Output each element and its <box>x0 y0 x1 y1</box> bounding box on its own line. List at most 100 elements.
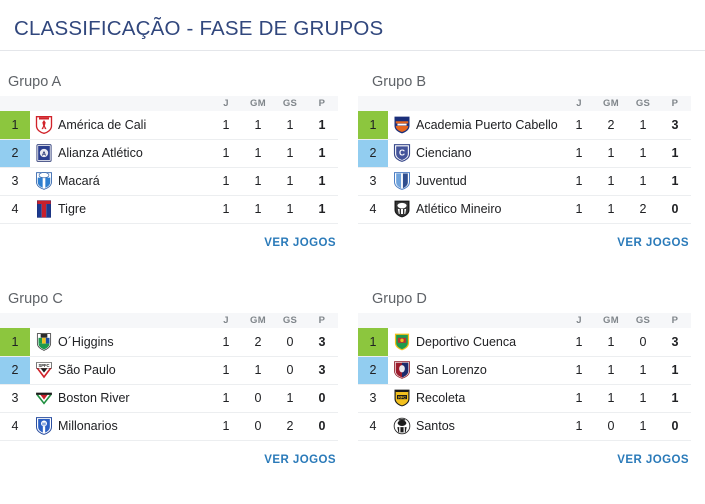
cienciano-crest: C <box>392 143 412 163</box>
ver-jogos-link[interactable]: VER JOGOS <box>264 236 336 249</box>
table-row[interactable]: 1 Academia Puerto Cabello 1 2 1 3 <box>358 111 691 140</box>
team-name-cell[interactable]: Millonarios <box>58 412 210 441</box>
standings-table: J GM GS P 1 Academia Puerto Cabello 1 2 1 3 2 C Cien… <box>358 96 691 224</box>
ver-jogos-link[interactable]: VER JOGOS <box>264 453 336 466</box>
atletico-mineiro-crest <box>392 199 412 219</box>
stat-p-cell: 3 <box>659 328 691 357</box>
table-row[interactable]: 4 Tigre 1 1 1 1 <box>0 195 338 224</box>
alianza-atletico-crest: A <box>34 143 54 163</box>
position-cell: 1 <box>358 111 388 140</box>
stat-gs-cell: 1 <box>274 195 306 224</box>
team-name-cell[interactable]: América de Cali <box>58 111 210 140</box>
stat-gm-cell: 1 <box>595 139 627 168</box>
stat-j-cell: 1 <box>210 356 242 385</box>
column-header-gm: GM <box>595 313 627 328</box>
table-row[interactable]: 4 Santos 1 0 1 0 <box>358 412 691 441</box>
stat-gm-cell: 1 <box>595 195 627 224</box>
stat-p-cell: 1 <box>306 195 338 224</box>
table-row[interactable]: 4 Atlético Mineiro 1 1 2 0 <box>358 195 691 224</box>
team-crest-cell <box>30 328 58 357</box>
table-row[interactable]: 1 América de Cali 1 1 1 1 <box>0 111 338 140</box>
team-name-cell[interactable]: Macará <box>58 167 210 196</box>
column-header-position <box>0 313 30 328</box>
team-name-cell[interactable]: Boston River <box>58 384 210 413</box>
stat-gm-cell: 1 <box>595 356 627 385</box>
team-name-cell[interactable]: Atlético Mineiro <box>416 195 563 224</box>
team-name-cell[interactable]: Juventud <box>416 167 563 196</box>
table-row[interactable]: 2 A Alianza Atlético 1 1 1 1 <box>0 139 338 168</box>
svg-text:A: A <box>42 152 47 158</box>
table-row[interactable]: 3 Boston River 1 0 1 0 <box>0 384 338 413</box>
team-crest-cell <box>388 356 416 385</box>
team-name-cell[interactable]: Tigre <box>58 195 210 224</box>
stat-gs-cell: 1 <box>627 111 659 140</box>
team-name-cell[interactable]: Santos <box>416 412 563 441</box>
table-row[interactable]: 2 C Cienciano 1 1 1 1 <box>358 139 691 168</box>
stat-p-cell: 1 <box>306 167 338 196</box>
position-cell: 4 <box>0 412 30 441</box>
recoleta-crest: RFC <box>392 388 412 408</box>
team-crest-cell: C <box>388 139 416 168</box>
stat-gs-cell: 1 <box>274 111 306 140</box>
column-header-p: P <box>306 313 338 328</box>
table-row[interactable]: 1 Deportivo Cuenca 1 1 0 3 <box>358 328 691 357</box>
academia-puerto-cabello-crest <box>392 115 412 135</box>
page-title: CLASSIFICAÇÃO - FASE DE GRUPOS <box>14 17 384 40</box>
stat-p-cell: 0 <box>659 195 691 224</box>
table-header-row: J GM GS P <box>0 96 338 111</box>
team-name-cell[interactable]: Recoleta <box>416 384 563 413</box>
team-name-cell[interactable]: San Lorenzo <box>416 356 563 385</box>
team-name-cell[interactable]: São Paulo <box>58 356 210 385</box>
page-header: CLASSIFICAÇÃO - FASE DE GRUPOS <box>0 0 705 51</box>
stat-gm-cell: 2 <box>242 328 274 357</box>
table-row[interactable]: 1 O´Higgins 1 2 0 3 <box>0 328 338 357</box>
team-name-cell[interactable]: O´Higgins <box>58 328 210 357</box>
column-header-p: P <box>659 96 691 111</box>
group-title: Grupo D <box>372 291 427 307</box>
stat-j-cell: 1 <box>563 167 595 196</box>
stat-j-cell: 1 <box>210 195 242 224</box>
table-row[interactable]: 3 Macará 1 1 1 1 <box>0 167 338 196</box>
team-crest-cell: RFC <box>388 384 416 413</box>
column-header-team <box>58 96 210 111</box>
group-card: Grupo B J GM GS P 1 Academia Puerto Cabello 1 2 1… <box>352 51 705 268</box>
stat-gm-cell: 1 <box>242 167 274 196</box>
ver-jogos-link[interactable]: VER JOGOS <box>617 453 689 466</box>
stat-gm-cell: 1 <box>242 139 274 168</box>
team-crest-cell <box>388 328 416 357</box>
team-crest-cell <box>388 412 416 441</box>
team-name-cell[interactable]: Academia Puerto Cabello <box>416 111 563 140</box>
svg-text:RFC: RFC <box>398 396 406 400</box>
groups-grid: Grupo A J GM GS P 1 América de Cali 1 1 1 1 2 A Alian… <box>0 51 705 485</box>
stat-p-cell: 3 <box>659 111 691 140</box>
position-cell: 2 <box>0 356 30 385</box>
table-row[interactable]: 2 SPFC São Paulo 1 1 0 3 <box>0 356 338 385</box>
team-crest-cell <box>388 195 416 224</box>
position-cell: 3 <box>358 384 388 413</box>
team-name-cell[interactable]: Deportivo Cuenca <box>416 328 563 357</box>
stat-p-cell: 3 <box>306 356 338 385</box>
stat-gs-cell: 0 <box>627 328 659 357</box>
position-cell: 4 <box>0 195 30 224</box>
team-crest-cell <box>388 167 416 196</box>
team-crest-cell <box>30 195 58 224</box>
table-row[interactable]: 4 M Millonarios 1 0 2 0 <box>0 412 338 441</box>
team-name-cell[interactable]: Alianza Atlético <box>58 139 210 168</box>
column-header-crest <box>30 313 58 328</box>
table-row[interactable]: 3 Juventud 1 1 1 1 <box>358 167 691 196</box>
stat-gm-cell: 1 <box>595 167 627 196</box>
column-header-gm: GM <box>242 313 274 328</box>
stat-gm-cell: 1 <box>242 195 274 224</box>
table-row[interactable]: 2 San Lorenzo 1 1 1 1 <box>358 356 691 385</box>
stat-j-cell: 1 <box>210 412 242 441</box>
ver-jogos-link[interactable]: VER JOGOS <box>617 236 689 249</box>
stat-p-cell: 1 <box>659 356 691 385</box>
column-header-p: P <box>306 96 338 111</box>
stat-p-cell: 0 <box>306 384 338 413</box>
team-name-cell[interactable]: Cienciano <box>416 139 563 168</box>
group-title: Grupo A <box>8 74 62 90</box>
stat-gs-cell: 1 <box>627 167 659 196</box>
column-header-team <box>416 96 563 111</box>
table-row[interactable]: 3 RFC Recoleta 1 1 1 1 <box>358 384 691 413</box>
stat-gs-cell: 1 <box>274 139 306 168</box>
